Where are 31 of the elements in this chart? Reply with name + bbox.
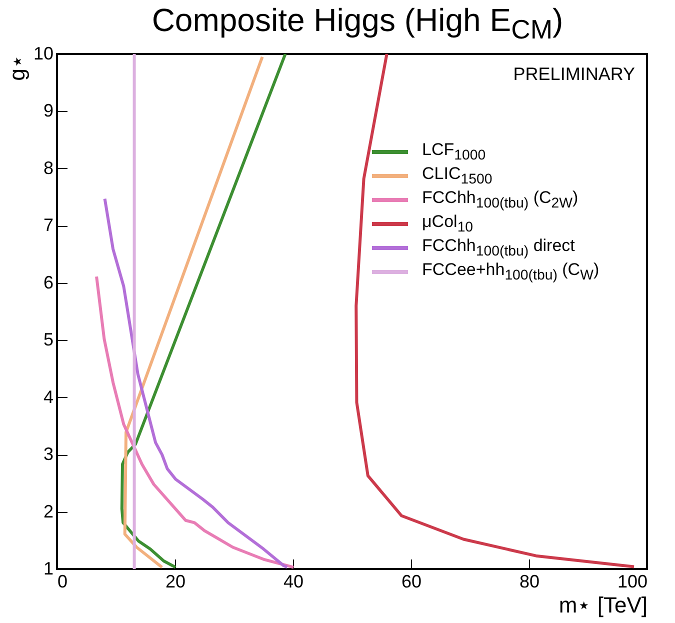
legend-label: FCCee+hh$_{100(tbu)}$ (C$_{W}$) [422, 260, 600, 284]
x-tick-label: 20 [165, 572, 186, 592]
x-tick-label: 0 [58, 572, 68, 592]
y-tick-label: 8 [43, 158, 54, 178]
legend-label: FCChh$_{100(tbu)}$ (C$_{2W}$) [422, 188, 578, 212]
y-tick-label: 5 [43, 330, 54, 350]
legend-label: LCF$_{1000}$ [422, 140, 486, 164]
y-tick-label: 2 [43, 501, 54, 522]
y-tick-label: 3 [43, 444, 54, 464]
x-axis-title: m⋆ [TeV] [558, 592, 648, 618]
y-tick-label: 4 [43, 386, 54, 407]
y-tick-label: 10 [33, 44, 54, 64]
x-tick-label: 80 [519, 572, 540, 592]
x-tick-label: 60 [401, 572, 422, 592]
x-tick-label: 100 [617, 572, 648, 592]
line-series [95, 275, 296, 569]
legend-label: FCChh$_{100(tbu)}$ direct [422, 236, 575, 260]
y-tick-label: 9 [43, 100, 54, 121]
legend-label: μCol$_{10}$ [422, 212, 474, 236]
line-series [123, 55, 264, 569]
y-tick-label: 6 [43, 272, 54, 292]
annotation: PRELIMINARY [513, 64, 635, 85]
line-series [354, 54, 636, 568]
y-tick-label: 7 [43, 215, 54, 236]
chart-title: Composite Higgs (High E$_{CM}$) [150, 1, 564, 44]
line-series [103, 197, 289, 569]
line-series [120, 54, 287, 569]
x-tick-label: 40 [283, 572, 304, 592]
legend-label: CLIC$_{1500}$ [422, 164, 492, 188]
y-axis-title: g⋆ [4, 54, 30, 81]
y-tick-label: 1 [43, 558, 54, 578]
